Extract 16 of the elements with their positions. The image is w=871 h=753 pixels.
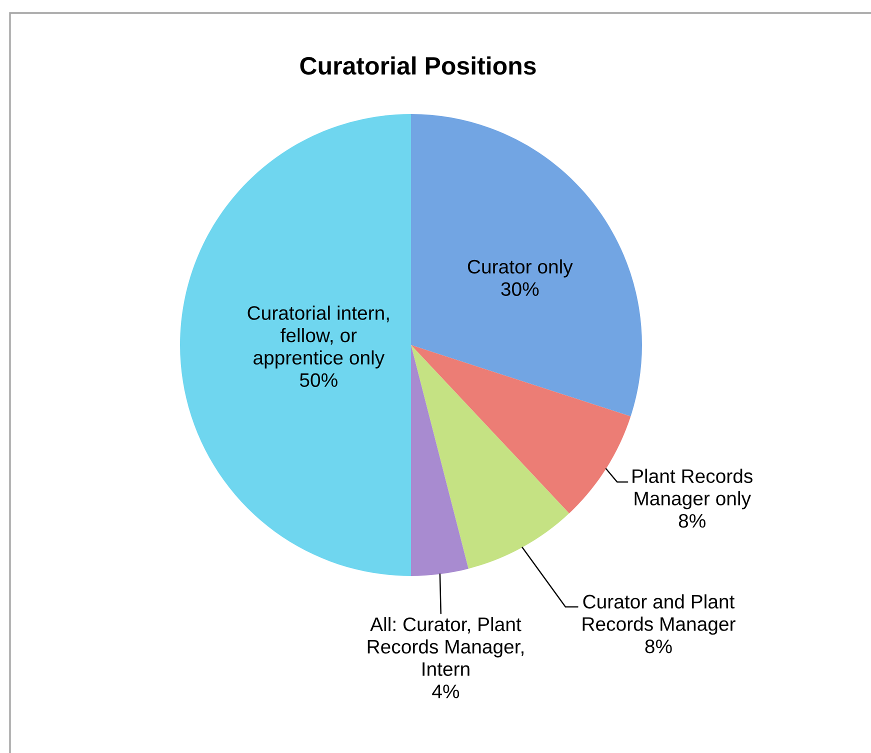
data-label: 8% xyxy=(678,514,706,528)
pie-slice xyxy=(411,345,468,576)
pie-slice xyxy=(411,345,631,514)
pie-slice xyxy=(180,114,411,576)
data-label: 8% xyxy=(645,640,672,654)
chart-title: Curatorial Positions xyxy=(300,56,536,75)
slice-label: All: Curator, Plant Records Manager, Intern xyxy=(368,616,524,676)
data-label: 30% xyxy=(501,282,539,296)
data-label: 50% xyxy=(300,373,338,387)
slice-label: Curator only xyxy=(468,259,573,278)
data-label: 4% xyxy=(432,684,460,698)
pie-slice xyxy=(411,345,570,569)
slice-label: Curatorial intern, fellow, or apprentice only xyxy=(248,306,389,368)
slice-label: Curator and Plant Records Manager xyxy=(582,594,736,635)
pie-slice xyxy=(411,114,642,416)
slice-label: Plant Records Manager only xyxy=(632,468,752,510)
